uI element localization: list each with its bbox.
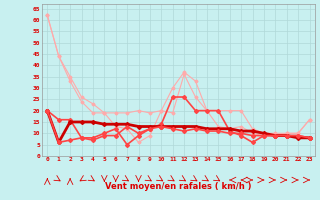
X-axis label: Vent moyen/en rafales ( km/h ): Vent moyen/en rafales ( km/h ) xyxy=(105,182,252,191)
